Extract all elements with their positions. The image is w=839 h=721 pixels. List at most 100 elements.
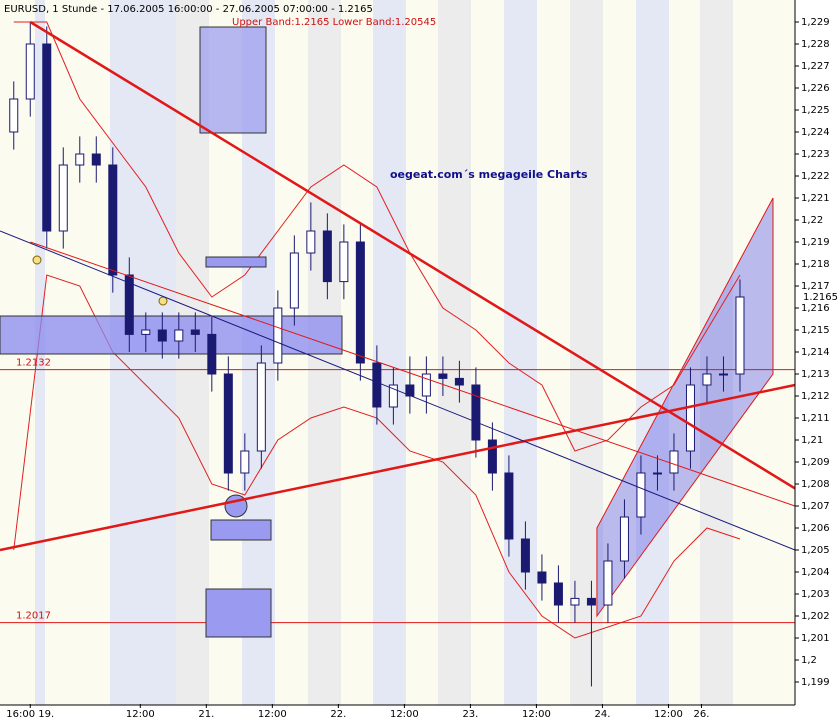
zone-box (199, 26, 267, 134)
y-tick-label: 1,213 (801, 369, 830, 380)
y-tick-label: 1,199 (801, 677, 830, 688)
x-tick-label: 22. (330, 709, 346, 720)
marker-dot (158, 296, 168, 306)
y-tick-label: 1,221 (801, 193, 830, 204)
candle-body (735, 296, 745, 375)
y-tick-label: 1,206 (801, 523, 830, 534)
zone-box (205, 588, 272, 638)
candle-body (718, 373, 728, 376)
y-tick-label: 1,217 (801, 281, 830, 292)
candle-body (322, 230, 332, 283)
subtitle: Upper Band:1.2165 Lower Band:1.20545 (232, 17, 436, 28)
y-axis-area (795, 0, 839, 721)
candle-body (454, 377, 464, 386)
y-tick-label: 1,222 (801, 171, 830, 182)
candle-body (619, 516, 629, 562)
candle-body (702, 373, 712, 386)
candle-body (289, 252, 299, 309)
y-tick-label: 1,2 (801, 655, 817, 666)
candle-body (586, 597, 596, 606)
x-tick-label: 12:00 (390, 709, 419, 720)
y-tick-label: 1,224 (801, 127, 830, 138)
candle-body (207, 333, 217, 375)
y-tick-label: 1,21 (801, 435, 823, 446)
level-label: 1.2132 (16, 358, 51, 369)
y-tick-label: 1,204 (801, 567, 830, 578)
session-stripe (438, 0, 471, 705)
trend-line (0, 230, 796, 551)
y-tick-label: 1,228 (801, 39, 830, 50)
zone-box (0, 315, 343, 355)
candle-body (174, 329, 184, 342)
axis-layer: 1.2132 1.2017 1,199 1,2 1,201 1,202 1,203 1,204… (6, 17, 838, 720)
candle-body (9, 98, 19, 133)
y-tick-label: 1,214 (801, 347, 830, 358)
candle-body (108, 164, 118, 276)
candle-body (339, 241, 349, 283)
y-tick-label: 1,209 (801, 457, 830, 468)
candle-body (652, 472, 662, 475)
y-tick-label: 1,227 (801, 61, 830, 72)
candle-body (537, 571, 547, 584)
x-axis-area (0, 705, 795, 721)
y-tick-label: 1,219 (801, 237, 830, 248)
candle-body (355, 241, 365, 364)
foreground-layer (0, 20, 796, 687)
y-tick-label: 1,225 (801, 105, 830, 116)
zone-box (205, 256, 267, 268)
x-tick-label: 12:00 (654, 709, 683, 720)
candle-body (520, 538, 530, 573)
level-label: 1.2017 (16, 611, 51, 622)
candle-body (421, 373, 431, 397)
session-stripe (570, 0, 603, 705)
y-tick-label: 1,208 (801, 479, 830, 490)
candle-body (669, 450, 679, 474)
candle-body (58, 164, 68, 232)
candle-body (603, 560, 613, 606)
x-tick-label: 26. (694, 709, 710, 720)
session-stripe (636, 0, 669, 705)
candle-body (75, 153, 85, 166)
x-tick-label: 24. (594, 709, 610, 720)
candle-body (570, 597, 580, 606)
candle-body (306, 230, 316, 254)
y-tick-label: 1,202 (801, 611, 830, 622)
candle-body (42, 43, 52, 232)
y-tick-label: 1,212 (801, 391, 830, 402)
x-tick-label: 16:00 19. (6, 709, 54, 720)
y-tick-label: 1,223 (801, 149, 830, 160)
annotation: oegeat.com´s megageile Charts (390, 168, 588, 181)
y-tick-label: 1,203 (801, 589, 830, 600)
candle-body (438, 373, 448, 379)
y-tick-label: 1,205 (801, 545, 830, 556)
y-tick-label: 1,229 (801, 17, 830, 28)
candle-body (685, 384, 695, 452)
y-tick-label: 1,201 (801, 633, 830, 644)
trend-line (0, 383, 796, 552)
candle-body (553, 582, 563, 606)
candle-body (504, 472, 514, 540)
candle-body (240, 450, 250, 474)
y-tick-label: 1,211 (801, 413, 830, 424)
candle-body (256, 362, 266, 452)
marker-dot (32, 255, 42, 265)
last-price-label: 1.2165 (803, 292, 838, 303)
x-tick-label: 12:00 (522, 709, 551, 720)
candle-body (372, 362, 382, 408)
candle-body (636, 472, 646, 518)
candle-body (25, 43, 35, 100)
candle-body (487, 439, 497, 474)
candle-body (388, 384, 398, 408)
x-tick-label: 12:00 (258, 709, 287, 720)
chart-title: EURUSD, 1 Stunde - 17.06.2005 16:00:00 -… (4, 4, 373, 15)
candle-body (124, 274, 134, 335)
session-stripe (373, 0, 406, 705)
candle-body (190, 329, 200, 335)
y-tick-label: 1,216 (801, 303, 830, 314)
session-stripe (504, 0, 537, 705)
y-tick-label: 1,226 (801, 83, 830, 94)
candle-body (471, 384, 481, 441)
bollinger-band (13, 21, 741, 452)
x-tick-label: 12:00 (126, 709, 155, 720)
